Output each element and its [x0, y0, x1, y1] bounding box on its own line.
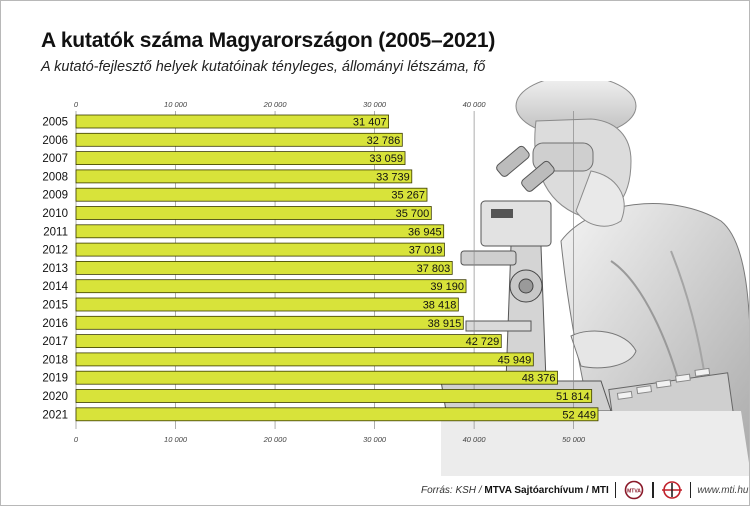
bar-value-label: 39 190	[430, 281, 464, 293]
source-agencies: MTVA Sajtóarchívum / MTI	[484, 484, 609, 496]
mti-logo-icon	[660, 480, 684, 500]
chart-title: A kutatók száma Magyarországon (2005–202…	[41, 29, 496, 52]
top-tick-label: 20 000	[263, 100, 288, 109]
top-tick-label: 10 000	[164, 100, 188, 109]
bottom-tick-label: 0	[74, 435, 79, 444]
bar	[75, 352, 534, 367]
bottom-tick-label: 30 000	[363, 435, 387, 444]
category-label: 2014	[42, 281, 68, 293]
bar	[75, 279, 467, 294]
bar-value-label: 33 739	[376, 171, 410, 183]
category-label: 2009	[42, 190, 68, 202]
chart-subtitle: A kutató-fejlesztő helyek kutatóinak tén…	[41, 59, 486, 75]
bottom-tick-label: 20 000	[263, 435, 288, 444]
bar-value-label: 32 786	[367, 135, 401, 147]
divider	[652, 482, 654, 498]
svg-text:MTVA: MTVA	[627, 489, 641, 495]
bar-value-label: 37 019	[409, 245, 443, 257]
bar-value-label: 35 267	[391, 190, 425, 202]
category-label: 2011	[43, 226, 68, 238]
bar-value-label: 35 700	[396, 208, 430, 220]
footer: Forrás: KSH / MTVA Sajtóarchívum / MTI M…	[421, 479, 748, 501]
bar	[75, 315, 464, 330]
bottom-tick-label: 40 000	[463, 435, 487, 444]
bar	[75, 187, 428, 202]
source-text: Forrás: KSH / MTVA Sajtóarchívum / MTI	[421, 485, 609, 496]
bar-value-label: 31 407	[353, 117, 387, 129]
category-label: 2017	[42, 336, 68, 348]
mtva-logo-icon: MTVA	[622, 480, 646, 500]
category-label: 2010	[42, 208, 68, 220]
bar-value-label: 38 915	[428, 318, 462, 330]
bar	[75, 206, 432, 220]
bar-value-label: 36 945	[408, 226, 442, 238]
top-tick-label: 40 000	[463, 100, 487, 109]
source-url: www.mti.hu	[697, 484, 749, 496]
top-tick-label: 30 000	[363, 100, 387, 109]
bar	[75, 407, 599, 422]
category-label: 2018	[42, 354, 68, 366]
bar-value-label: 51 814	[556, 391, 590, 403]
bar	[75, 114, 389, 129]
bar	[75, 260, 453, 275]
category-label: 2021	[42, 409, 68, 421]
bar-value-label: 42 729	[466, 336, 500, 348]
category-label: 2006	[42, 135, 68, 147]
bar	[75, 389, 593, 403]
category-label: 2005	[42, 117, 68, 129]
bottom-tick-label: 10 000	[164, 435, 188, 444]
bar-value-label: 38 418	[423, 300, 457, 312]
bar	[75, 334, 502, 349]
bar-value-label: 37 803	[417, 263, 451, 275]
source-prefix: Forrás: KSH /	[421, 484, 485, 496]
bar	[75, 224, 445, 239]
bar	[75, 132, 403, 147]
bar	[75, 370, 558, 385]
bar	[75, 242, 445, 257]
category-label: 2016	[42, 318, 68, 330]
category-label: 2015	[42, 300, 68, 312]
bar	[75, 169, 413, 184]
category-label: 2013	[42, 263, 68, 275]
bar	[75, 151, 406, 166]
bar-value-label: 33 059	[369, 153, 403, 165]
category-label: 2008	[42, 171, 68, 183]
bar-value-label: 45 949	[498, 354, 532, 366]
bar	[75, 297, 459, 312]
bar-value-label: 52 449	[562, 409, 596, 421]
bottom-tick-label: 50 000	[562, 435, 586, 444]
category-label: 2019	[42, 373, 68, 385]
divider	[689, 482, 692, 498]
bar-value-label: 48 376	[522, 373, 556, 385]
category-label: 2020	[42, 391, 68, 403]
category-label: 2012	[42, 245, 68, 257]
bar-chart: 0 10 000 20 000 30 000 40 000 0 10 000 20 000 30…	[42, 100, 599, 444]
divider	[614, 482, 617, 498]
laboratory-researcher-illustration	[441, 81, 749, 476]
top-tick-label: 0	[74, 100, 79, 109]
category-label: 2007	[42, 153, 68, 165]
